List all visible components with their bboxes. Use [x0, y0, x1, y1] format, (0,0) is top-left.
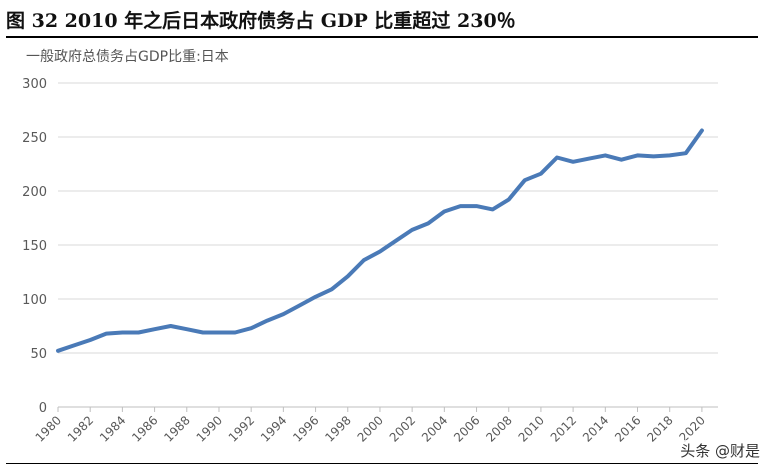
x-tick-label: 2006	[451, 413, 482, 444]
x-tick-label: 2000	[355, 413, 386, 444]
y-tick-label: 200	[22, 185, 47, 200]
x-tick-label: 1982	[65, 413, 96, 444]
data-point	[313, 295, 318, 299]
data-point	[668, 153, 672, 157]
x-tick-label: 1988	[161, 413, 192, 444]
data-point	[330, 287, 334, 291]
x-tick-label: 2008	[483, 413, 514, 444]
x-tick-label: 1992	[226, 413, 257, 444]
data-point	[297, 303, 302, 308]
x-tick-label: 1996	[290, 413, 321, 444]
title-rule	[6, 36, 758, 38]
data-point	[458, 204, 463, 208]
source-watermark: 头条 @财是	[678, 440, 762, 461]
data-point	[652, 154, 656, 159]
data-point	[507, 198, 511, 202]
y-tick-label: 100	[22, 293, 47, 308]
x-tick-label: 1980	[33, 413, 64, 444]
data-point	[169, 324, 173, 328]
x-tick-label: 2004	[419, 413, 450, 444]
data-point	[394, 239, 398, 243]
data-point	[539, 172, 543, 176]
data-point	[426, 221, 430, 225]
x-axis-ticks: 1980 1982 1984 1986 1988 1990 1992 1994 1996 1998…	[33, 407, 708, 445]
series	[56, 128, 704, 353]
x-tick-label: 2002	[387, 413, 418, 444]
data-point	[523, 178, 527, 182]
data-point	[635, 153, 640, 157]
data-point	[104, 331, 108, 336]
data-point	[120, 330, 124, 335]
data-point	[684, 151, 688, 155]
data-point	[587, 157, 591, 161]
x-tick-label: 1984	[97, 413, 128, 444]
x-tick-label: 1998	[322, 413, 353, 444]
data-point	[410, 228, 414, 232]
x-tick-label: 2016	[612, 413, 643, 444]
data-point	[265, 319, 269, 323]
figure-title: 图 32 2010 年之后日本政府债务占 GDP 比重超过 230％	[6, 10, 516, 32]
data-point	[700, 128, 704, 133]
data-point	[185, 327, 189, 331]
data-point	[378, 249, 382, 254]
data-point	[217, 330, 221, 335]
data-point	[474, 204, 479, 208]
x-tick-label: 2018	[644, 413, 675, 444]
data-point	[233, 330, 237, 335]
x-tick-label: 1994	[258, 413, 289, 444]
data-point	[491, 207, 495, 211]
data-point	[201, 330, 205, 335]
data-point	[249, 326, 253, 330]
data-point	[346, 274, 350, 278]
y-tick-label: 250	[22, 131, 47, 146]
x-tick-label: 1986	[129, 413, 160, 444]
y-tick-label: 300	[22, 77, 47, 92]
data-point	[152, 327, 157, 331]
y-tick-label: 150	[22, 239, 47, 254]
data-point	[72, 343, 76, 348]
data-point	[619, 158, 624, 162]
y-axis-ticks: 0 50 100 150 200 250 300	[22, 77, 47, 416]
gridlines	[58, 82, 718, 354]
x-tick-label: 1990	[194, 413, 225, 444]
data-point	[571, 160, 575, 164]
series-line	[56, 128, 704, 353]
x-tick-label: 2014	[580, 413, 611, 444]
data-point	[281, 312, 285, 316]
data-point	[88, 338, 92, 342]
x-tick-label: 2012	[548, 413, 579, 444]
x-tick-label: 2010	[516, 413, 547, 444]
y-tick-label: 0	[39, 401, 47, 416]
data-point	[56, 349, 60, 353]
data-point	[136, 330, 141, 335]
data-point	[362, 258, 366, 262]
bottom-rule	[6, 463, 758, 464]
data-point	[603, 153, 607, 157]
data-point	[442, 209, 446, 214]
y-tick-label: 50	[30, 347, 47, 362]
chart-title: 一般政府总债务占GDP比重:日本	[26, 49, 229, 65]
data-point	[555, 155, 559, 160]
